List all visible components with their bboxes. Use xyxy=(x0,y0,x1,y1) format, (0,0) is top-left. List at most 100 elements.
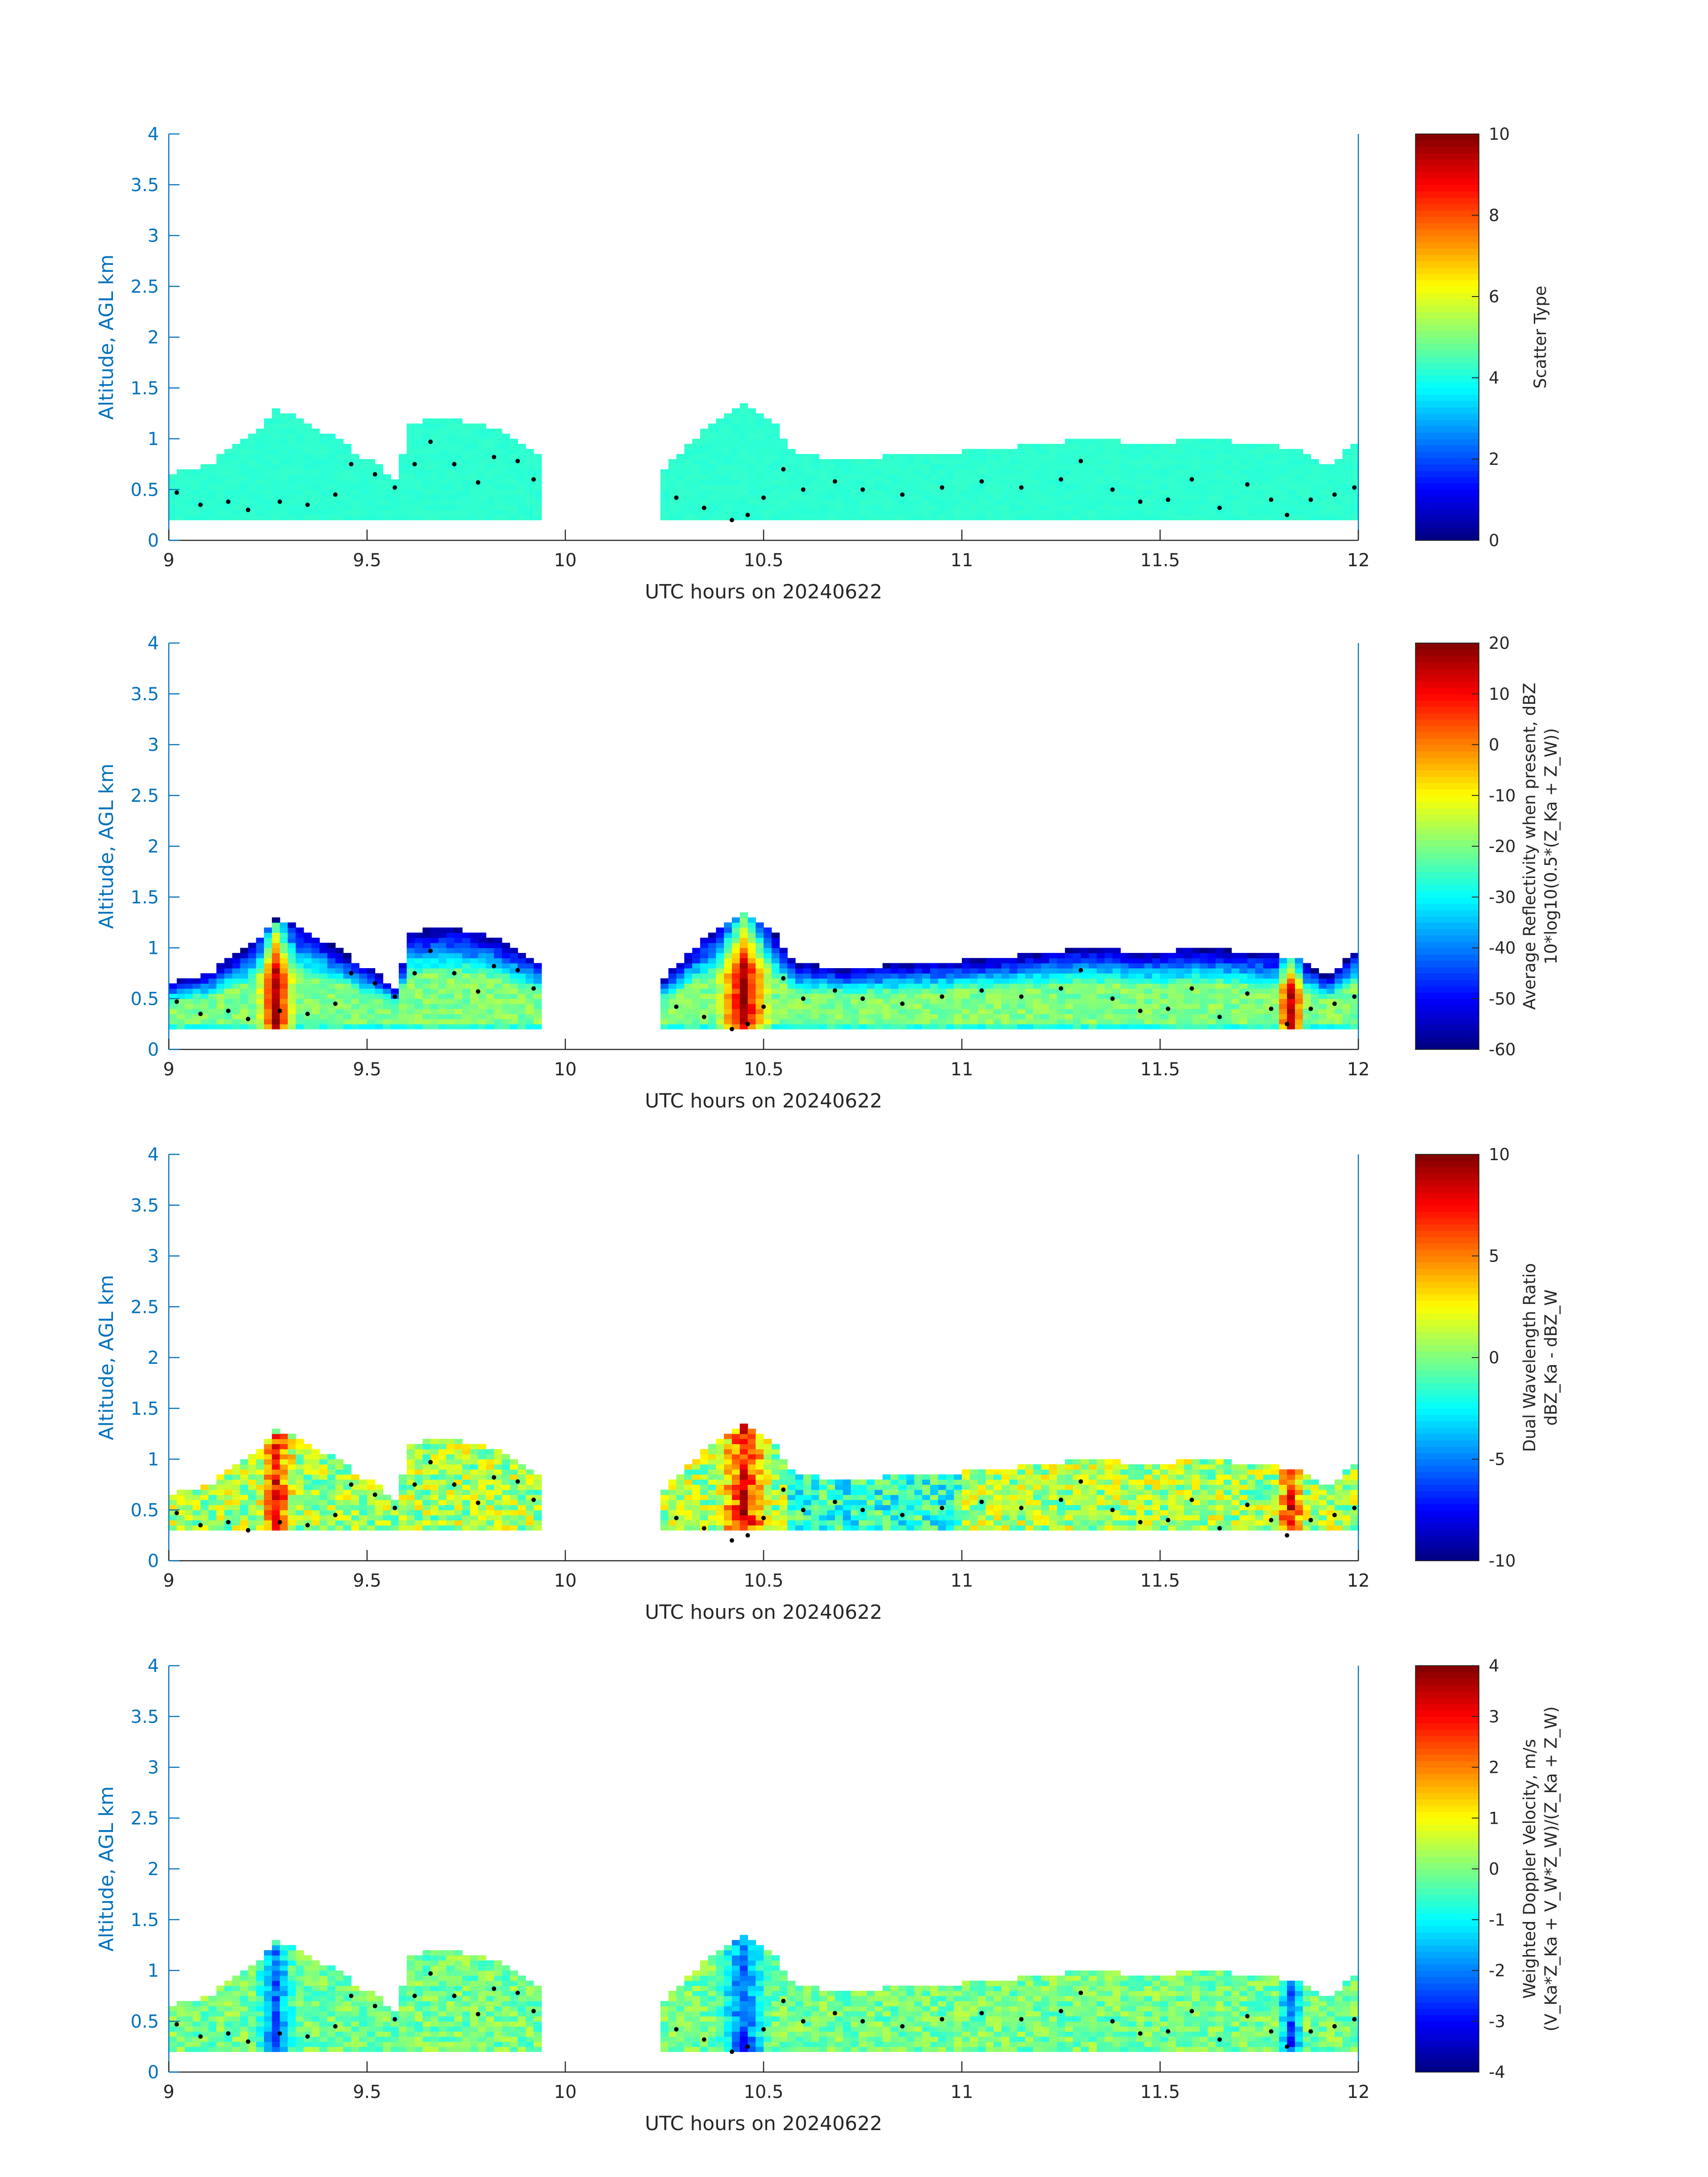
heatmap-cell xyxy=(478,454,486,460)
colorbar-step xyxy=(1416,261,1479,268)
heatmap-cell xyxy=(1279,988,1287,994)
heatmap-cell xyxy=(406,1504,415,1510)
heatmap-cell xyxy=(676,464,685,470)
heatmap-cell xyxy=(1049,489,1057,495)
heatmap-cell xyxy=(835,1003,844,1009)
heatmap-cell xyxy=(1271,489,1279,495)
colorbar-step xyxy=(1416,445,1479,452)
heatmap-cell xyxy=(1342,469,1351,475)
heatmap-cell xyxy=(1096,515,1105,521)
heatmap-cell xyxy=(367,459,376,464)
heatmap-cell xyxy=(430,1484,439,1490)
heatmap-cell xyxy=(462,968,471,974)
heatmap-cell xyxy=(739,474,748,480)
heatmap-cell xyxy=(248,439,256,444)
heatmap-cell xyxy=(994,993,1002,999)
heatmap-cell xyxy=(383,1019,391,1024)
heatmap-cell xyxy=(454,469,463,475)
heatmap-cell xyxy=(486,1019,494,1024)
heatmap-cell xyxy=(732,999,740,1004)
heatmap-cell xyxy=(430,1454,439,1460)
heatmap-cell xyxy=(1057,500,1065,505)
heatmap-cell xyxy=(1184,439,1192,444)
heatmap-cell xyxy=(1231,978,1240,984)
heatmap-cell xyxy=(248,978,256,984)
heatmap-cell xyxy=(470,1444,479,1450)
heatmap-cell xyxy=(803,484,812,490)
heatmap-cell xyxy=(795,479,804,485)
heatmap-cell xyxy=(1112,474,1121,480)
heatmap-cell xyxy=(288,459,296,464)
heatmap-cell xyxy=(1160,993,1169,999)
heatmap-cell xyxy=(1144,505,1153,510)
heatmap-cell xyxy=(414,459,423,464)
heatmap-cell xyxy=(1009,469,1018,475)
heatmap-cell xyxy=(1224,999,1232,1004)
colorbar-tick-label: -60 xyxy=(1489,1040,1516,1059)
heatmap-cell xyxy=(1287,973,1295,979)
heatmap-cell xyxy=(501,1024,510,1030)
heatmap-cell xyxy=(518,1014,526,1020)
heatmap-cell xyxy=(1049,454,1057,460)
heatmap-cell xyxy=(169,1009,177,1014)
heatmap-cell xyxy=(1184,1014,1192,1020)
heatmap-cell xyxy=(859,505,867,510)
heatmap-cell xyxy=(271,988,280,994)
heatmap-cell xyxy=(1160,968,1169,974)
heatmap-cell xyxy=(335,500,344,505)
heatmap-cell xyxy=(962,500,970,505)
heatmap-cell xyxy=(256,515,264,521)
heatmap-cell xyxy=(986,505,994,510)
heatmap-cell xyxy=(430,484,439,490)
heatmap-cell xyxy=(288,1433,296,1439)
heatmap-cell xyxy=(1247,963,1256,969)
heatmap-cell xyxy=(1207,494,1216,500)
heatmap-cell xyxy=(1192,489,1200,495)
colorbar-step xyxy=(1416,178,1479,185)
heatmap-cell xyxy=(311,489,320,495)
heatmap-cell xyxy=(1160,500,1169,505)
bl-dot xyxy=(900,492,905,497)
colorbar-step xyxy=(1416,508,1479,515)
heatmap-cell xyxy=(216,1525,225,1531)
heatmap-cell xyxy=(1049,505,1057,510)
heatmap-cell xyxy=(470,932,479,938)
heatmap-cell xyxy=(359,484,367,490)
heatmap-cell xyxy=(748,428,756,434)
heatmap-cell xyxy=(1168,464,1177,470)
heatmap-cell xyxy=(438,1014,447,1020)
heatmap-cell xyxy=(969,454,978,460)
heatmap-cell xyxy=(890,469,899,475)
heatmap-cell xyxy=(684,459,693,464)
heatmap-cell xyxy=(764,454,772,460)
heatmap-cell xyxy=(874,1024,883,1030)
heatmap-cell xyxy=(1184,500,1192,505)
heatmap-cell xyxy=(898,983,907,989)
heatmap-cell xyxy=(756,968,764,974)
heatmap-cell xyxy=(724,459,732,464)
heatmap-cell xyxy=(438,505,447,510)
heatmap-cell xyxy=(732,489,740,495)
heatmap-cell xyxy=(351,1009,359,1014)
heatmap-cell xyxy=(430,1479,439,1485)
heatmap-cell xyxy=(486,983,494,989)
heatmap-cell xyxy=(732,943,740,949)
heatmap-cell xyxy=(708,958,717,964)
heatmap-cell xyxy=(256,479,264,485)
heatmap-cell xyxy=(216,454,225,460)
heatmap-cell xyxy=(898,1024,907,1030)
heatmap-cell xyxy=(1263,953,1272,958)
heatmap-cell xyxy=(1192,999,1200,1004)
heatmap-cell xyxy=(256,1510,264,1516)
heatmap-cell xyxy=(248,1495,256,1500)
heatmap-cell xyxy=(470,434,479,439)
heatmap-cell xyxy=(288,454,296,460)
heatmap-cell xyxy=(335,1495,344,1500)
heatmap-cell xyxy=(327,1459,336,1465)
heatmap-cell xyxy=(311,1003,320,1009)
heatmap-cell xyxy=(303,1495,312,1500)
heatmap-cell xyxy=(668,500,677,505)
heatmap-cell xyxy=(1255,1014,1264,1020)
colorbar-step xyxy=(1416,1030,1479,1037)
heatmap-cell xyxy=(1168,988,1177,994)
